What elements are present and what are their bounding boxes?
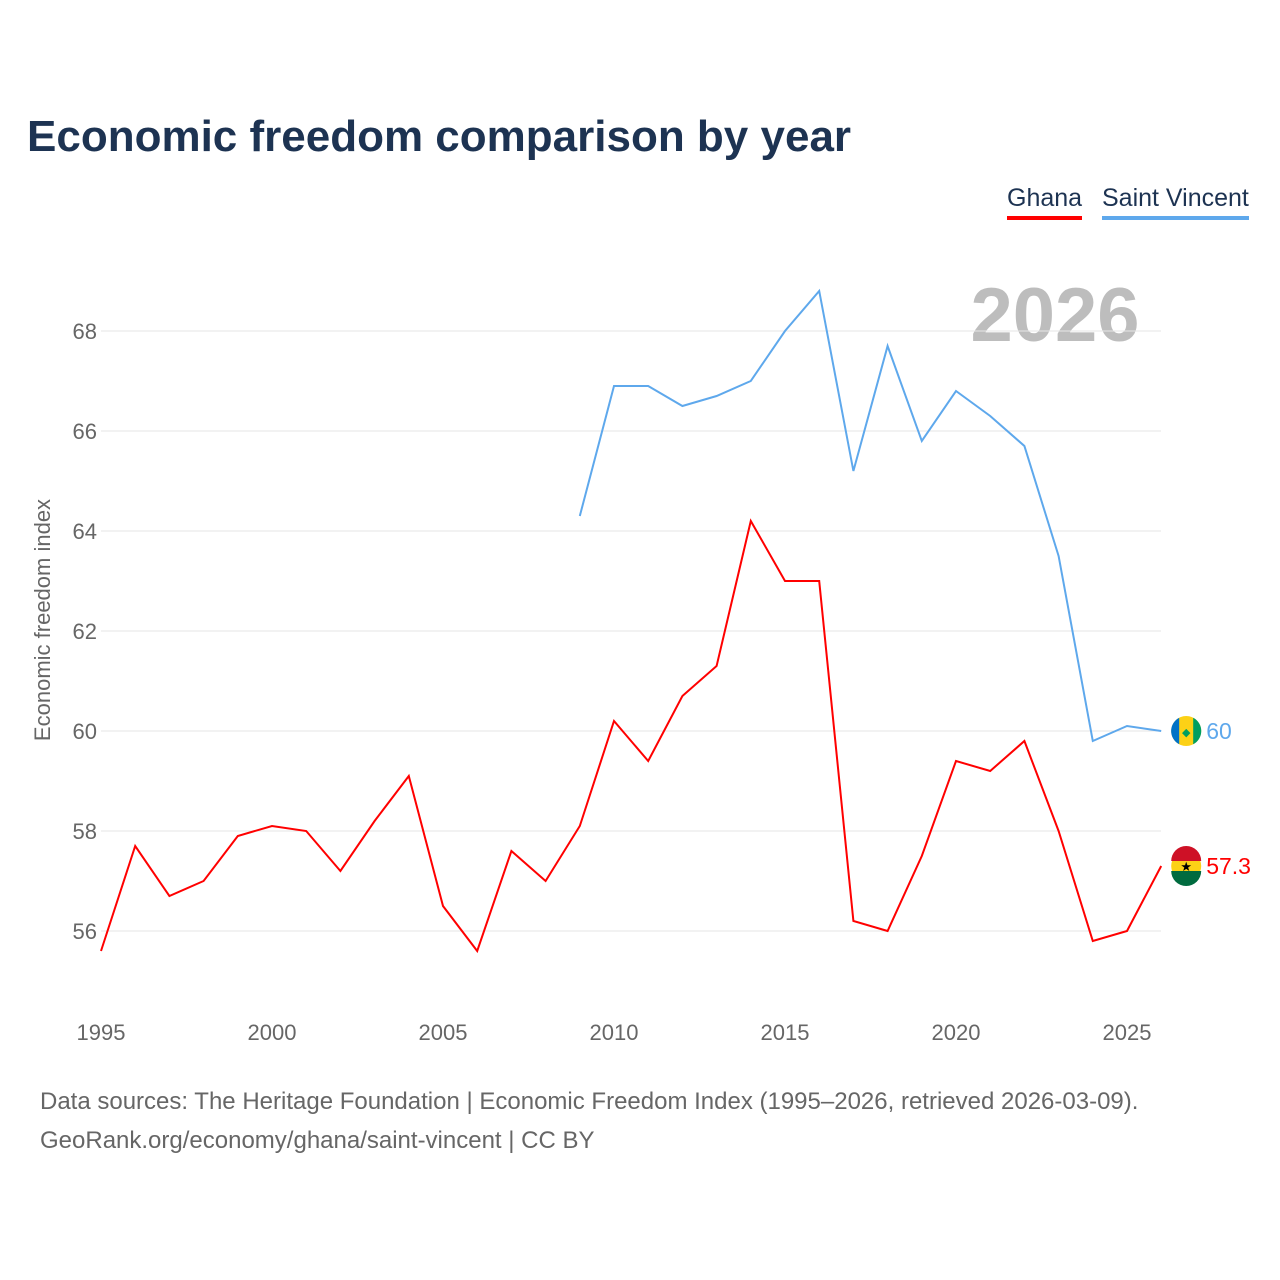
flag-stripe	[1171, 846, 1202, 861]
flag-star: ★	[1180, 859, 1192, 874]
x-tick-label: 2010	[590, 1020, 639, 1045]
flag-stripe	[1171, 871, 1202, 887]
footer-link[interactable]: GeoRank.org/economy/ghana/saint-vincent …	[40, 1127, 595, 1154]
legend-saint-vincent[interactable]: Saint Vincent	[1102, 184, 1249, 220]
x-tick-label: 2025	[1103, 1020, 1152, 1045]
end-value-label: 57.3	[1206, 853, 1251, 879]
footer-sources: Data sources: The Heritage Foundation | …	[40, 1088, 1139, 1115]
flag-stripe	[1193, 717, 1202, 745]
x-tick-label: 2015	[761, 1020, 810, 1045]
y-tick-label: 58	[73, 819, 97, 844]
y-tick-label: 60	[73, 719, 97, 744]
series-line-saint-vincent	[578, 288, 1162, 743]
x-tick-label: 2020	[932, 1020, 981, 1045]
y-tick-label: 66	[73, 419, 97, 444]
series-line-ghana	[100, 518, 1163, 954]
y-tick-label: 64	[73, 519, 97, 544]
flag-stripe	[1171, 717, 1180, 745]
end-value-label: 60	[1206, 718, 1232, 744]
y-tick-label: 68	[73, 319, 97, 344]
y-tick-label: 62	[73, 619, 97, 644]
x-tick-label: 1995	[77, 1020, 126, 1045]
x-tick-label: 2005	[419, 1020, 468, 1045]
year-watermark: 2026	[970, 273, 1139, 358]
y-tick-label: 56	[73, 919, 97, 944]
x-tick-label: 2000	[248, 1020, 297, 1045]
legend-ghana[interactable]: Ghana	[1007, 184, 1083, 220]
chart-title: Economic freedom comparison by year	[27, 112, 852, 161]
y-axis-label: Economic freedom index	[30, 499, 55, 741]
flag-diamonds: ◆	[1182, 727, 1191, 739]
